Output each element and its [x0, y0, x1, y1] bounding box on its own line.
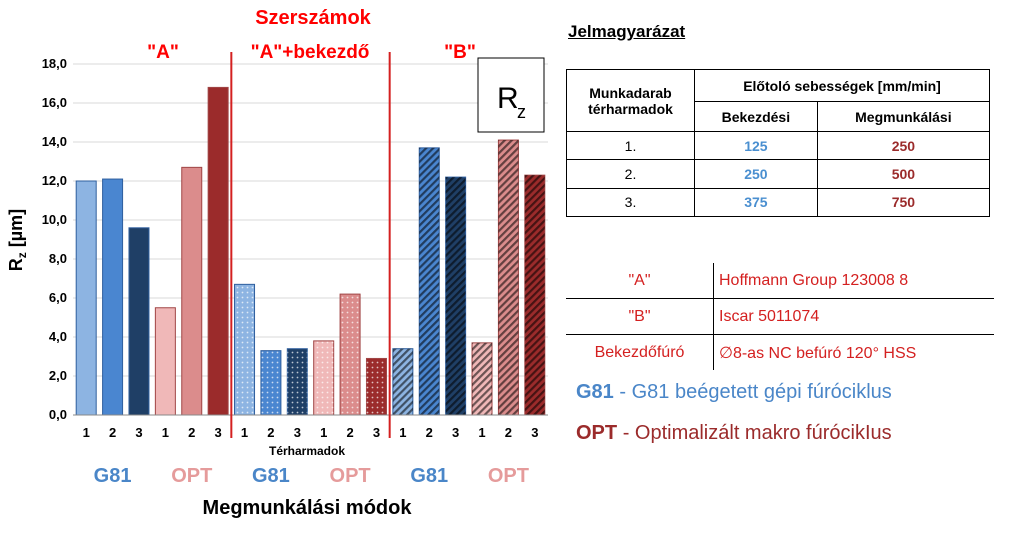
y-tick-label: 16,0 — [42, 95, 67, 110]
x-tick-label: 2 — [426, 425, 433, 440]
bar-pattern — [340, 294, 361, 415]
y-tick-label: 18,0 — [42, 56, 67, 71]
table-row: 3. 375 750 — [566, 187, 991, 218]
col-header-elotolo: Előtoló sebességek [mm/min] — [694, 69, 990, 102]
bar-pattern — [472, 342, 493, 415]
mode-label: G81 — [252, 465, 290, 487]
mode-label: OPT — [330, 465, 371, 487]
bar-pattern — [260, 350, 281, 415]
y-tick-label: 8,0 — [49, 251, 67, 266]
svg-text:z: z — [517, 102, 526, 122]
table-row: 1. 125 250 — [566, 130, 991, 161]
x-tick-label: 3 — [294, 425, 301, 440]
bar — [75, 180, 97, 416]
bar — [128, 227, 150, 416]
x-tick-label: 3 — [215, 425, 222, 440]
bekezdesi-value: 250 — [694, 159, 818, 189]
mode-label: G81 — [410, 465, 448, 487]
y-axis-label: Rz [µm] — [6, 209, 29, 271]
tool-row: Bekezdőfúró ∅8-as NC befúró 120° HSS — [566, 335, 994, 370]
tool-legend: "A" Hoffmann Group 123008 8 "B" Iscar 50… — [566, 263, 994, 370]
svg-text:R: R — [497, 82, 519, 115]
mode-desc: - Optimalizált makro fúrócikIus — [622, 422, 892, 444]
bar — [154, 307, 176, 416]
bar-pattern — [287, 348, 308, 415]
legend-title: Jelmagyarázat — [568, 22, 686, 41]
bekezdesi-value: 375 — [694, 187, 818, 218]
bar — [102, 178, 124, 416]
y-tick-label: 0,0 — [49, 407, 67, 422]
y-tick-label: 2,0 — [49, 368, 67, 383]
table-row: 2. 250 500 — [566, 159, 991, 189]
chart-title: Szerszámok — [255, 7, 371, 29]
mode-label: OPT — [171, 465, 212, 487]
group-label-b: "B" — [444, 42, 476, 63]
tool-value: ∅8-as NC befúró 120° HSS — [719, 344, 917, 362]
tool-key: "A" — [566, 263, 714, 298]
x-tick-label: 1 — [83, 425, 90, 440]
tool-row: "B" Iscar 5011074 — [566, 299, 994, 335]
mode-desc: - G81 beégetett gépi fúróciklus — [619, 381, 892, 403]
x-tick-label: 1 — [399, 425, 406, 440]
x-tick-label: 2 — [109, 425, 116, 440]
x-tick-label: 2 — [346, 425, 353, 440]
x-axis-label: Megmunkálási módok — [203, 497, 413, 519]
x-tick-label: 3 — [531, 425, 538, 440]
x-tick-label: 3 — [135, 425, 142, 440]
group-label-a-bekezdo: "A"+bekezdő — [251, 42, 370, 63]
bar — [207, 86, 229, 416]
y-tick-label: 14,0 — [42, 134, 67, 149]
y-tick-label: 12,0 — [42, 173, 67, 188]
y-tick-label: 10,0 — [42, 212, 67, 227]
bar-pattern — [445, 177, 466, 415]
bar-pattern — [498, 140, 519, 416]
mode-label: OPT — [488, 465, 529, 487]
x-tick-label: 2 — [267, 425, 274, 440]
group-label-a: "A" — [147, 42, 179, 63]
mode-code: OPT — [576, 422, 618, 444]
megmunkalasi-value: 750 — [816, 187, 991, 218]
x-tick-label: 1 — [162, 425, 169, 440]
megmunkalasi-value: 250 — [816, 130, 991, 161]
tool-value: Hoffmann Group 123008 8 — [719, 271, 909, 289]
mode-code: G81 — [576, 381, 614, 403]
x-tick-label: 1 — [320, 425, 327, 440]
x-tick-label: 3 — [452, 425, 459, 440]
col-header-terharmadok: Munkadarab térharmadok — [566, 69, 695, 132]
bar-pattern — [234, 284, 255, 415]
x-tick-label: 1 — [478, 425, 485, 440]
mode-legend-opt: OPT - Optimalizált makro fúrócikIus — [576, 422, 892, 445]
row-label: 2. — [566, 159, 695, 189]
bar-pattern — [524, 175, 545, 415]
bar — [181, 166, 203, 416]
x-tick-label: 2 — [505, 425, 512, 440]
megmunkalasi-value: 500 — [816, 159, 991, 189]
x-tick-label: 2 — [188, 425, 195, 440]
sub-header-megmunkalasi: Megmunkálási — [816, 101, 991, 132]
tool-row: "A" Hoffmann Group 123008 8 — [566, 263, 994, 299]
feed-rate-table: Munkadarab térharmadok Előtoló sebessége… — [566, 69, 991, 218]
row-label: 3. — [566, 187, 695, 218]
bekezdesi-value: 125 — [694, 130, 818, 161]
bar-pattern — [392, 348, 413, 415]
mode-legend-g81: G81 - G81 beégetett gépi fúróciklus — [576, 381, 892, 404]
mode-label: G81 — [94, 465, 132, 487]
tool-value: Iscar 5011074 — [719, 307, 820, 325]
y-tick-label: 4,0 — [49, 329, 67, 344]
tool-key: "B" — [566, 299, 714, 334]
bar-pattern — [419, 147, 440, 415]
x-tick-label: 3 — [373, 425, 380, 440]
x-sublabel: Térharmadok — [269, 444, 345, 458]
bar-pattern — [313, 340, 334, 415]
y-tick-label: 6,0 — [49, 290, 67, 305]
rz-bar-chart: 0,0 2,0 4,0 6,0 8,0 10,0 12,0 14,0 16,0 18,0 1 2 3 G8… — [6, 7, 548, 519]
bar-pattern — [366, 358, 387, 415]
sub-header-bekezdesi: Bekezdési — [694, 101, 818, 132]
rz-badge: R z — [477, 57, 545, 133]
tool-key: Bekezdőfúró — [566, 335, 714, 370]
x-tick-label: 1 — [241, 425, 248, 440]
row-label: 1. — [566, 130, 695, 161]
